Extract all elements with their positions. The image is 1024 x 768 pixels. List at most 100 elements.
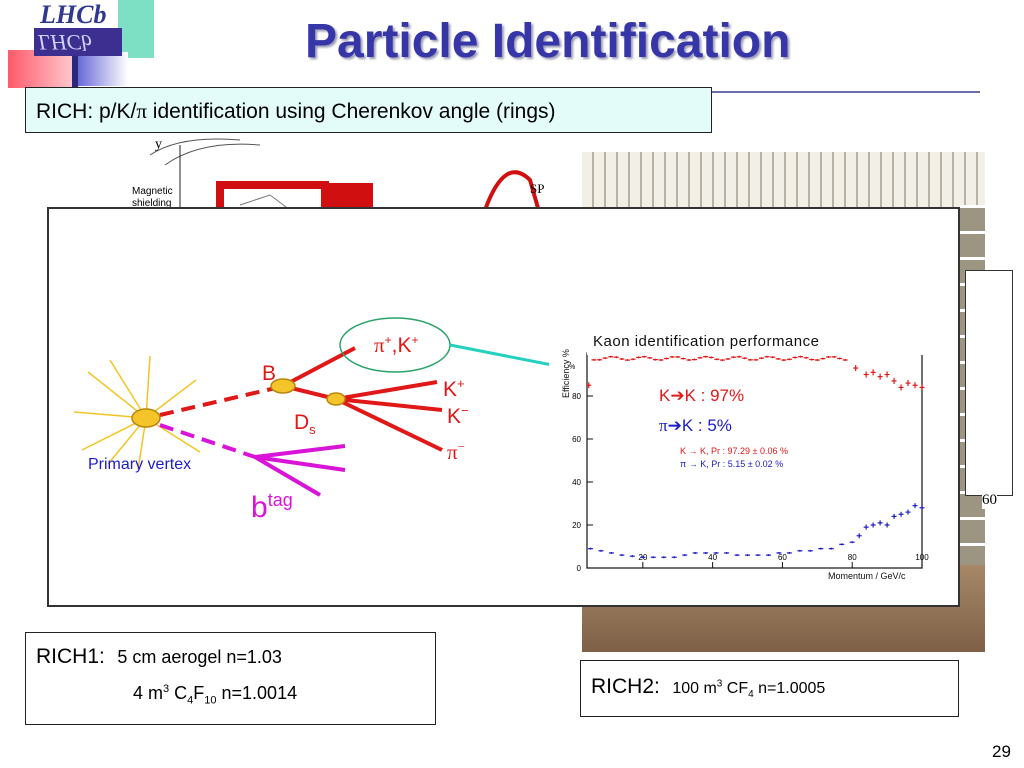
k-efficiency-point bbox=[630, 358, 636, 361]
k-efficiency-point bbox=[831, 355, 837, 358]
k-efficiency-point bbox=[842, 358, 848, 361]
k-efficiency-point bbox=[758, 357, 764, 360]
k-note-particle: K bbox=[659, 386, 671, 405]
k-efficiency-point bbox=[919, 384, 925, 391]
k-efficiency-point bbox=[591, 358, 597, 361]
k-efficiency-point bbox=[786, 358, 792, 361]
rich2-volume: 100 m bbox=[672, 680, 717, 697]
kaon-plot-title: Kaon identification performance bbox=[593, 333, 820, 350]
pi-note-result: K : 5% bbox=[681, 416, 732, 435]
k-efficiency-point bbox=[905, 380, 911, 387]
rich2-gas: 100 m3 CF4 n=1.0005 bbox=[672, 678, 825, 701]
k-efficiency-point bbox=[602, 357, 608, 360]
subtitle-box: RICH: p/K/π identification using Cherenk… bbox=[25, 87, 712, 133]
pi-misid-point bbox=[650, 556, 656, 559]
highlight-k-charge: + bbox=[411, 333, 419, 347]
pi-k-highlight-label: π+,K+ bbox=[374, 333, 418, 358]
k-efficiency-point bbox=[597, 358, 603, 361]
k-efficiency-point bbox=[820, 357, 826, 360]
highlight-k: ,K bbox=[391, 334, 412, 357]
k-note-result: K : 97% bbox=[684, 386, 745, 405]
rich2-info-box: RICH2: 100 m3 CF4 n=1.0005 bbox=[580, 660, 959, 717]
pi-misid-point bbox=[898, 511, 904, 517]
k-efficiency-point bbox=[877, 373, 883, 380]
k-efficiency-point bbox=[652, 358, 658, 361]
kaon-performance-panel bbox=[549, 333, 949, 583]
k-efficiency-point bbox=[636, 356, 642, 359]
pi-misid-point bbox=[863, 524, 869, 530]
k-efficiency-point bbox=[731, 356, 737, 359]
legend-k: K → K, Pr : 97.29 ± 0.06 % bbox=[680, 446, 788, 456]
k-efficiency-point bbox=[613, 356, 619, 359]
rich1-info-box: RICH1: 5 cm aerogel n=1.03 4 m3 C4F10 n=… bbox=[25, 632, 436, 725]
partial-tick-label: 60 bbox=[982, 492, 997, 509]
k-plus-label: K+ bbox=[443, 376, 465, 402]
pi-misid-point bbox=[724, 551, 730, 554]
arrow-right-icon: ➔ bbox=[670, 386, 685, 405]
lhcb-logo: LHCb bbox=[40, 0, 107, 29]
rich2-gas-sub: 4 bbox=[748, 689, 754, 701]
pi-misid-point bbox=[891, 513, 897, 519]
pi-misid-point bbox=[786, 551, 792, 554]
logo-decoration bbox=[78, 52, 128, 86]
k-efficiency-point bbox=[736, 355, 742, 358]
rich1-volume-exp: 3 bbox=[163, 683, 170, 695]
k-efficiency-point bbox=[669, 355, 675, 358]
k-efficiency-point bbox=[898, 384, 904, 391]
k-efficiency-point bbox=[680, 357, 686, 360]
highlight-pi-charge: + bbox=[384, 333, 392, 347]
rich1-gas-sub1: 4 bbox=[187, 694, 194, 707]
k-plus-charge: + bbox=[457, 376, 465, 391]
logo-decoration bbox=[72, 52, 78, 88]
y-tick-label: 40 bbox=[572, 478, 581, 487]
pi-misid-point bbox=[912, 503, 918, 509]
k-efficiency-point bbox=[770, 356, 776, 359]
k-efficiency-point bbox=[708, 356, 714, 359]
k-efficiency-point bbox=[747, 358, 753, 361]
k-efficiency-point bbox=[792, 356, 798, 359]
magnetic-shielding-label: Magnetic shielding bbox=[132, 186, 173, 210]
pi-misid-point bbox=[587, 547, 593, 550]
rich2-volume-exp: 3 bbox=[716, 678, 723, 690]
k-efficiency-point bbox=[658, 358, 664, 361]
pi-misid-point bbox=[671, 556, 677, 559]
slide-title: Particle Identification bbox=[305, 15, 791, 68]
k-efficiency-point bbox=[719, 359, 725, 362]
page-number: 29 bbox=[992, 742, 1011, 761]
pi-misid-point bbox=[828, 547, 834, 550]
b-meson-label: B bbox=[262, 362, 277, 385]
subtitle-prefix: RICH: p/K/ bbox=[36, 100, 137, 123]
rich2-line: RICH2: 100 m3 CF4 n=1.0005 bbox=[591, 675, 825, 700]
legend-pi: π → K, Pr : 5.15 ± 0.02 % bbox=[680, 459, 784, 469]
rich1-gas-sub2: 10 bbox=[204, 694, 217, 707]
k-efficiency-point bbox=[624, 359, 630, 362]
k-efficiency-point bbox=[619, 358, 625, 361]
pi-note-particle: π bbox=[659, 416, 668, 435]
k-efficiency-point bbox=[837, 357, 843, 360]
x-tick-label: 40 bbox=[708, 553, 717, 562]
k-efficiency-point bbox=[753, 358, 759, 361]
photo-ceiling bbox=[582, 152, 985, 207]
shield-label-line2: shielding bbox=[132, 198, 172, 209]
k-efficiency-point bbox=[691, 358, 697, 361]
rich1-aerogel: 5 cm aerogel n=1.03 bbox=[117, 647, 282, 667]
pi-minus-charge: − bbox=[457, 439, 465, 454]
pi-misid-point bbox=[807, 549, 813, 552]
k-efficiency-point bbox=[714, 358, 720, 361]
x-tick-label: 60 bbox=[778, 553, 787, 562]
subtitle-suffix: identification using Cherenkov angle (ri… bbox=[146, 100, 556, 123]
k-efficiency-point bbox=[703, 355, 709, 358]
shield-label-line1: Magnetic bbox=[132, 186, 173, 197]
k-efficiency-point bbox=[825, 355, 831, 358]
ds-label-base: D bbox=[294, 411, 310, 434]
pi-misid-point bbox=[905, 509, 911, 515]
lhcb-logo-reflection: LHCb bbox=[34, 28, 122, 56]
k-efficiency-point bbox=[863, 371, 869, 378]
pi-misid-point bbox=[849, 541, 855, 544]
k-efficiency-point bbox=[884, 371, 890, 378]
partial-plot-frame bbox=[965, 270, 1013, 496]
logo-decoration bbox=[8, 50, 78, 88]
rich1-volume: 4 m bbox=[133, 683, 164, 703]
y-unit-label: % bbox=[569, 364, 575, 371]
k-minus-label: K− bbox=[447, 403, 469, 429]
